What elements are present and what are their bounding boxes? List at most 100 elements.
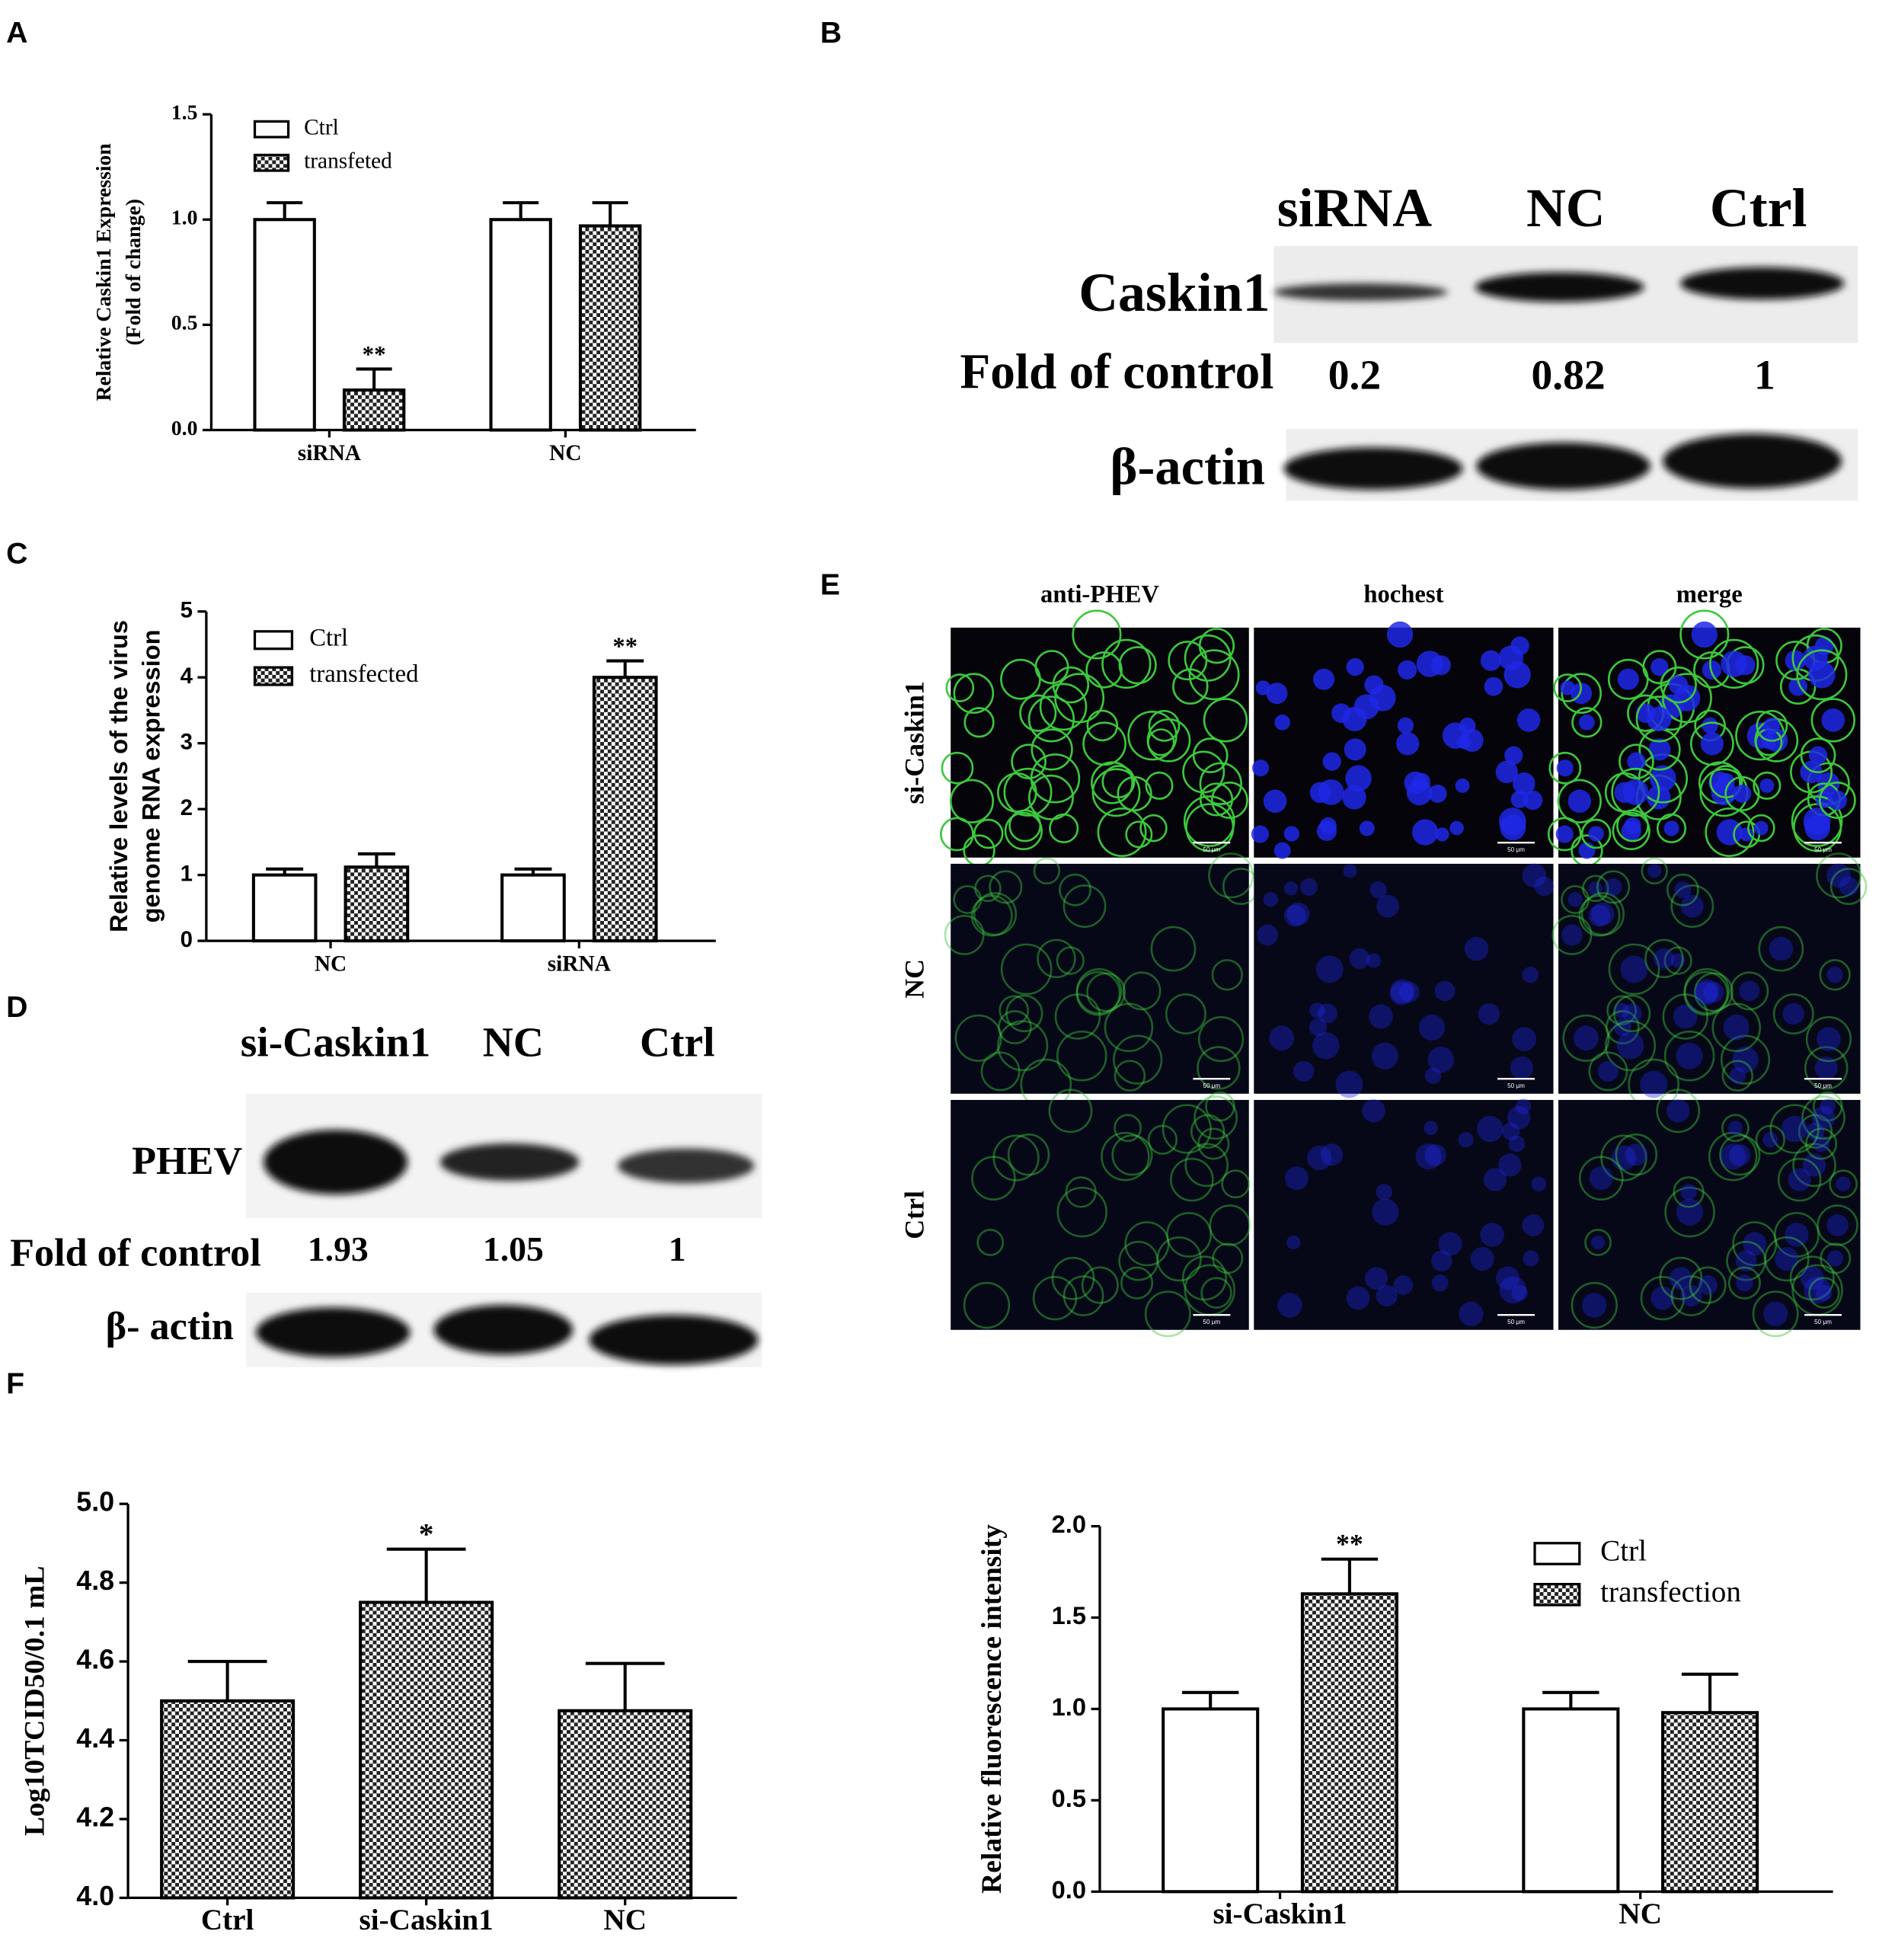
nucleus: [1694, 981, 1718, 1006]
nucleus: [1318, 1003, 1337, 1024]
significance: **: [1336, 1529, 1363, 1559]
nucleus: [1349, 948, 1370, 969]
nucleus: [1396, 732, 1420, 756]
bar-chart: 4.0 4.2 4.4 4.6 4.8 5.0 Log10TCID50/0.1 mL Ctrl…: [20, 1487, 737, 1936]
cell-outline: [963, 707, 995, 738]
nucleus: [1589, 1166, 1613, 1191]
y-axis-label: Relative levels of the virus: [104, 620, 133, 932]
row-label: Fold of control: [960, 344, 1273, 399]
nucleus: [1480, 650, 1502, 671]
cell-outline: [1662, 993, 1709, 1040]
nucleus: [1534, 876, 1555, 897]
cell-outline: [1072, 609, 1122, 660]
nucleus: [1427, 1046, 1454, 1073]
cell-outline: [1644, 938, 1684, 979]
error-bar: [386, 1547, 466, 1603]
cell-outline: [976, 1229, 1005, 1256]
nucleus: [1735, 1250, 1757, 1272]
charts: 0.0 0.5 1.0 1.5 Relative Caskin1 Expression(…: [20, 100, 1833, 1936]
nucleus: [1826, 863, 1851, 888]
cell-outline: [1031, 728, 1073, 771]
cell-outline: [1551, 914, 1593, 955]
nucleus: [1335, 1070, 1363, 1098]
significance: **: [363, 341, 386, 367]
cell-outline: [1666, 873, 1699, 906]
nucleus: [1283, 826, 1299, 842]
cell-outline: [1600, 1134, 1647, 1181]
cell-outline: [954, 1014, 1002, 1062]
legend-swatch: [1533, 1582, 1581, 1607]
micrograph: [951, 1099, 1249, 1330]
nucleus: [1369, 881, 1387, 899]
cell-outline: [949, 779, 995, 823]
nucleus: [1523, 1250, 1539, 1267]
cell-outline: [1726, 1240, 1766, 1281]
error-bar: [267, 201, 303, 220]
nucleus: [1588, 904, 1611, 927]
row-label: NC: [899, 959, 929, 999]
cell-outline: [1588, 1051, 1628, 1092]
error-bar: [1321, 1557, 1379, 1594]
nucleus: [1775, 1247, 1799, 1271]
cell-outline: [1039, 683, 1088, 731]
cell-outline: [1004, 811, 1043, 851]
nucleus: [1670, 953, 1686, 968]
nucleus: [1617, 668, 1639, 690]
cell-outline: [1091, 768, 1141, 817]
y-tick-label: 1.0: [171, 206, 198, 229]
fold-value: 1.05: [483, 1229, 544, 1268]
nucleus: [1743, 1232, 1767, 1256]
nucleus: [1669, 675, 1689, 695]
cell-outline: [1656, 1089, 1701, 1133]
cell-outline: [1578, 1156, 1624, 1201]
cell-outline: [1582, 874, 1609, 903]
cell-outline: [1027, 695, 1075, 743]
cell-outline: [1616, 809, 1649, 843]
cell-outline: [1561, 673, 1602, 714]
cell-outline: [970, 894, 1013, 937]
nucleus: [1412, 819, 1439, 846]
cell-outline: [1182, 750, 1226, 794]
cell-outline: [1144, 1290, 1191, 1338]
nucleus: [1416, 651, 1443, 677]
nucleus: [1802, 1153, 1826, 1177]
nucleus: [1817, 1027, 1841, 1051]
cell-outline: [1753, 771, 1782, 800]
cell-outline: [1819, 959, 1851, 991]
nucleus: [1680, 1184, 1697, 1201]
cell-outline: [1818, 782, 1856, 819]
cell-outline: [1820, 1242, 1852, 1274]
column-label: merge: [1676, 581, 1743, 609]
nucleus: [1478, 1002, 1500, 1025]
nucleus: [1371, 1042, 1398, 1070]
nucleus: [1345, 765, 1372, 792]
cell-outline: [1147, 1124, 1178, 1155]
nucleus: [1673, 1004, 1698, 1029]
cell-outline: [1056, 1186, 1107, 1238]
bar: [160, 1699, 296, 1900]
cell-outline: [1756, 709, 1788, 742]
cell-outline: [1772, 993, 1814, 1035]
cell-outline: [1125, 820, 1153, 849]
cell-outline: [1197, 1127, 1230, 1160]
cell-outline: [1111, 1134, 1153, 1176]
nucleus: [1390, 979, 1415, 1004]
nucleus: [1729, 1067, 1746, 1084]
cell-outline: [1198, 1016, 1245, 1063]
nucleus: [1616, 1031, 1644, 1060]
cell-outline: [1619, 743, 1654, 780]
nucleus: [1312, 1031, 1340, 1060]
cell-outline: [1118, 646, 1157, 685]
cell-outline: [1690, 721, 1734, 766]
nucleus: [1647, 864, 1662, 878]
nucleus: [1654, 948, 1675, 969]
cell-outline: [1101, 1131, 1150, 1181]
cell-outline: [999, 995, 1030, 1026]
nucleus: [1736, 1274, 1753, 1292]
scale-bar-label: 50 μm: [1203, 846, 1220, 853]
nucleus: [1498, 807, 1526, 835]
nucleus: [1691, 621, 1718, 648]
nucleus: [1754, 820, 1769, 836]
cell-outline: [1104, 1002, 1154, 1053]
cell-outline: [941, 751, 974, 785]
